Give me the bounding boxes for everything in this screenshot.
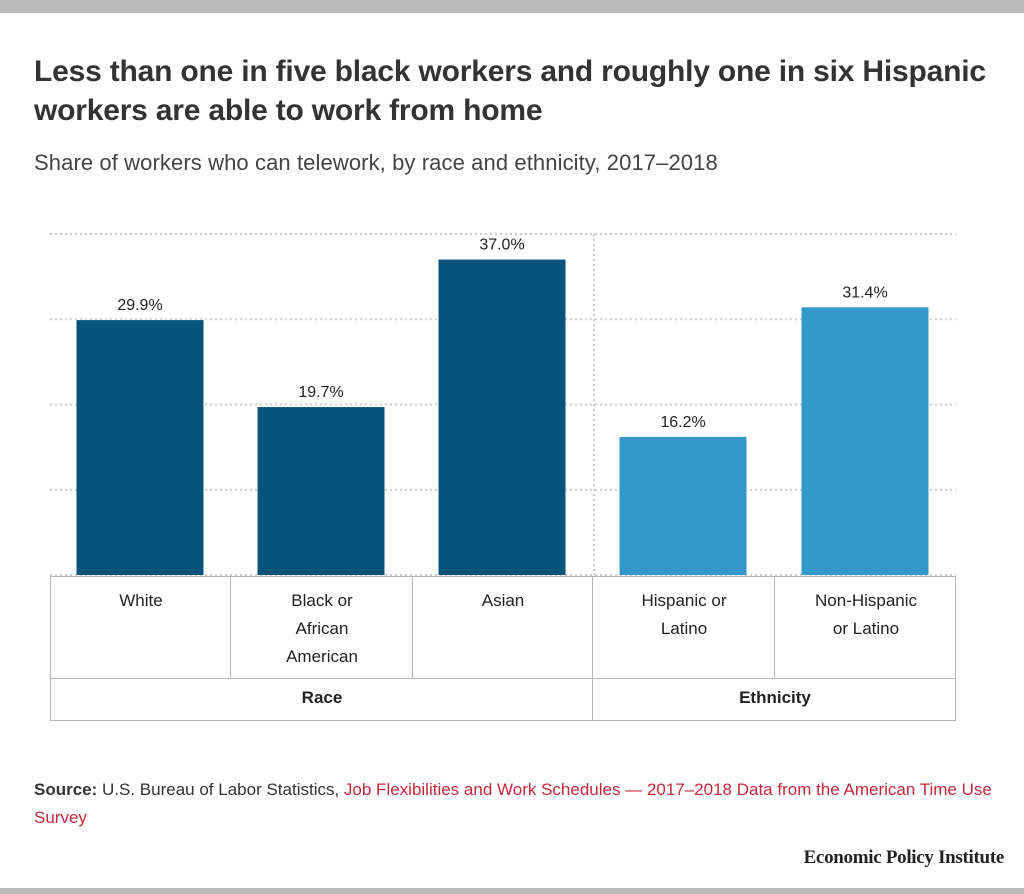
bar-hispanic-or-latino: [619, 436, 747, 575]
category-label-hispanic: Hispanic or Latino: [641, 591, 727, 638]
category-label-white: White: [119, 591, 163, 610]
bar-non-hispanic-or-latino: [801, 307, 929, 575]
bar-asian: [438, 259, 566, 575]
source-link[interactable]: Job Flexibilities and Work Schedules — 2…: [34, 780, 992, 827]
epi-logo: Economic Policy Institute: [803, 847, 1005, 868]
row-divider: [51, 678, 955, 679]
column-divider: [412, 577, 413, 679]
value-label: 37.0%: [479, 237, 524, 254]
category-label-black: Black or African American: [286, 591, 358, 666]
chart-subtitle: Share of workers who can telework, by ra…: [34, 150, 718, 175]
value-label: 29.9%: [117, 297, 162, 314]
bars: [76, 259, 929, 575]
value-label: 16.2%: [660, 414, 705, 431]
category-label-asian: Asian: [481, 591, 525, 610]
source-label: Source:: [34, 780, 98, 799]
bar-black-or-african-american: [257, 407, 385, 575]
category-table: White Black or African American Asian Hi…: [50, 576, 956, 721]
bar-white: [76, 320, 204, 575]
group-label-race: Race: [301, 688, 343, 707]
source-text: U.S. Bureau of Labor Statistics,: [97, 780, 344, 799]
value-labels: 29.9% 19.7% 37.0% 16.2% 31.4%: [117, 237, 887, 431]
value-label: 19.7%: [298, 384, 343, 401]
column-divider: [774, 577, 775, 679]
value-label: 31.4%: [842, 284, 887, 301]
chart-title: Less than one in five black workers and …: [34, 55, 986, 127]
column-divider: [230, 577, 231, 679]
category-label-non-hispanic: Non-Hispanic or Latino: [814, 591, 918, 638]
top-frame-bar: [0, 0, 1024, 13]
group-label-ethnicity: Ethnicity: [739, 688, 811, 707]
source-note: Source: U.S. Bureau of Labor Statistics,…: [34, 776, 994, 832]
group-divider: [592, 577, 593, 721]
bottom-frame-bar: [0, 888, 1024, 894]
bar-chart: 29.9% 19.7% 37.0% 16.2% 31.4%: [50, 233, 956, 576]
